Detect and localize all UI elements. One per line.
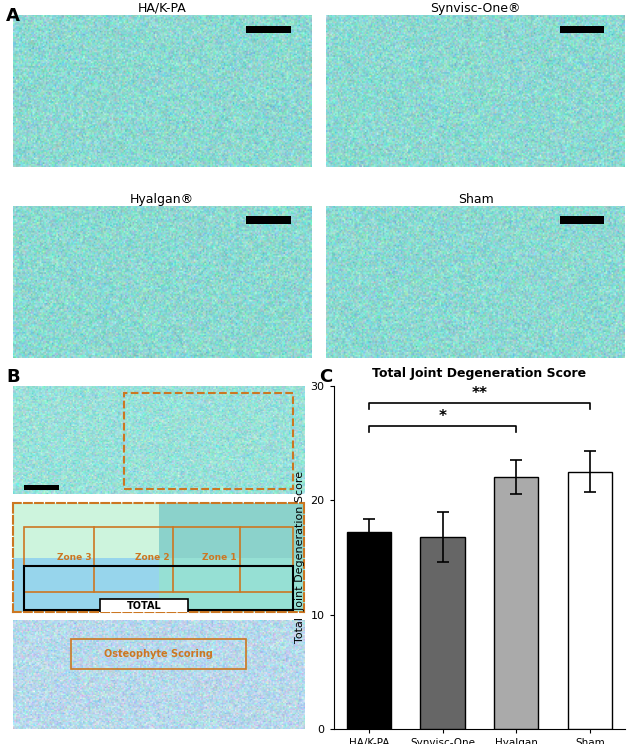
Title: Sham: Sham (458, 193, 494, 205)
Text: Zone 3: Zone 3 (57, 553, 91, 562)
Bar (347, 532, 391, 729)
Title: Synvisc-One®: Synvisc-One® (431, 2, 521, 15)
Text: TOTAL: TOTAL (126, 601, 161, 612)
Bar (494, 478, 538, 729)
Bar (24, 566, 293, 609)
Text: Zone 1: Zone 1 (202, 553, 237, 562)
Title: Total Joint Degeneration Score: Total Joint Degeneration Score (373, 368, 586, 380)
Text: Zone 2: Zone 2 (135, 553, 170, 562)
Bar (560, 217, 604, 224)
Text: C: C (319, 368, 332, 386)
Bar (246, 25, 291, 33)
Text: A: A (6, 7, 20, 25)
Bar (124, 394, 293, 489)
Bar (100, 599, 188, 614)
Title: HA/K-PA: HA/K-PA (138, 2, 186, 15)
Text: B: B (6, 368, 20, 386)
Bar (24, 527, 293, 592)
Text: Osteophyte Scoring: Osteophyte Scoring (104, 650, 213, 659)
Bar (568, 472, 612, 729)
Bar (420, 537, 464, 729)
Bar (560, 25, 604, 33)
Bar (24, 484, 59, 490)
Text: *: * (438, 408, 447, 423)
Bar (71, 639, 246, 670)
Bar (246, 217, 291, 224)
Text: **: ** (471, 385, 487, 400)
Y-axis label: Total  Joint Degeneration Score: Total Joint Degeneration Score (295, 472, 305, 644)
Title: Hyalgan®: Hyalgan® (130, 193, 194, 205)
